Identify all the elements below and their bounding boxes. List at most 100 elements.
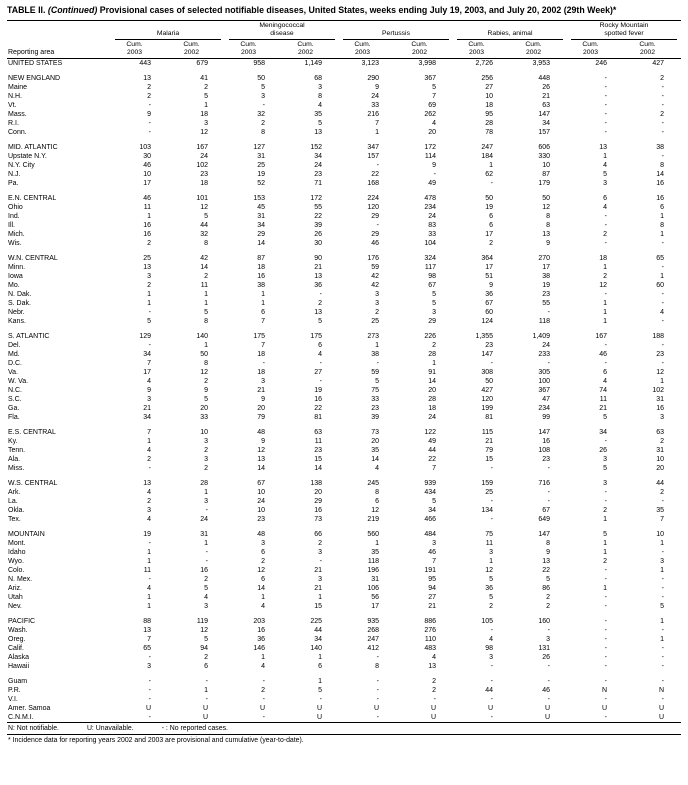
area-cell: W. Va. xyxy=(8,378,29,386)
value-cell: 10 xyxy=(257,489,265,497)
value-cell: U xyxy=(202,705,208,713)
value-cell: 22 xyxy=(371,171,379,179)
value-cell: 16 xyxy=(200,567,208,575)
value-cell: - xyxy=(604,438,607,446)
value-cell: - xyxy=(604,576,607,584)
value-cell: 216 xyxy=(367,111,379,119)
value-cell: 12 xyxy=(257,447,265,455)
value-cell: 146 xyxy=(253,645,265,653)
value-cell: 5 xyxy=(603,171,607,179)
value-cell: 21 xyxy=(314,264,322,272)
value-cell: 147 xyxy=(481,351,493,359)
value-cell: 147 xyxy=(538,429,550,437)
column-group-header: Rocky Mountain spotted fever xyxy=(567,20,681,41)
column-group-label: Rocky Mountain spotted fever xyxy=(571,22,677,41)
value-cell: 31 xyxy=(257,213,265,221)
table-title-label: TABLE II. xyxy=(7,5,46,15)
value-cell: 38 xyxy=(257,282,265,290)
area-cell: N.C. xyxy=(8,387,22,395)
table-row: N. Dak. 1 1 1 - 3 5 36 23 - - xyxy=(7,290,681,299)
value-cell: 120 xyxy=(481,396,493,404)
value-cell: 32 xyxy=(257,111,265,119)
value-cell: 3 xyxy=(318,549,322,557)
value-cell: 4 xyxy=(375,465,379,473)
value-cell: 32 xyxy=(200,231,208,239)
value-cell: 10 xyxy=(656,456,664,464)
value-cell: U xyxy=(544,705,550,713)
value-cell: 23 xyxy=(656,351,664,359)
table-row: Mich. 16 32 29 26 29 33 17 13 2 1 xyxy=(7,230,681,239)
value-cell: 367 xyxy=(538,387,550,395)
area-cell: Okla. xyxy=(8,507,25,515)
value-cell: 2 xyxy=(204,465,208,473)
value-cell: 16 xyxy=(314,396,322,404)
cum-2002-header: Cum. 2002 xyxy=(396,40,453,60)
value-cell: - xyxy=(490,714,493,722)
value-cell: - xyxy=(490,627,493,635)
value-cell: 29 xyxy=(257,231,265,239)
value-cell: 412 xyxy=(367,645,379,653)
value-cell: 34 xyxy=(542,120,550,128)
value-cell: - xyxy=(604,111,607,119)
value-cell: - xyxy=(661,585,664,593)
value-cell: 21 xyxy=(257,387,265,395)
value-cell: 147 xyxy=(538,531,550,539)
value-cell: 2 xyxy=(660,75,664,83)
value-cell: 3 xyxy=(660,558,664,566)
value-cell: 2 xyxy=(489,240,493,248)
value-cell: 5 xyxy=(204,636,208,644)
value-cell: 1 xyxy=(147,603,151,611)
value-cell: 5 xyxy=(204,93,208,101)
value-cell: 5 xyxy=(489,594,493,602)
value-cell: 86 xyxy=(542,585,550,593)
area-cell: Hawaii xyxy=(8,663,30,671)
area-cell: Wash. xyxy=(8,627,28,635)
value-cell: 5 xyxy=(204,585,208,593)
value-cell: 22 xyxy=(314,213,322,221)
area-cell: La. xyxy=(8,498,18,506)
value-cell: - xyxy=(604,213,607,221)
value-cell: 7 xyxy=(147,636,151,644)
value-cell: - xyxy=(376,678,379,686)
value-cell: 29 xyxy=(371,213,379,221)
value-cell: - xyxy=(148,129,151,137)
value-cell: 1 xyxy=(603,153,607,161)
value-cell: 2 xyxy=(204,654,208,662)
value-cell: 1 xyxy=(147,291,151,299)
table-row: Hawaii 3 6 4 6 8 13 - - - - xyxy=(7,662,681,671)
value-cell: 7 xyxy=(375,120,379,128)
value-cell: 18 xyxy=(428,405,436,413)
table-row: MOUNTAIN 19 31 48 66 560 484 75 147 5 10 xyxy=(7,530,681,539)
value-cell: 17 xyxy=(485,231,493,239)
value-cell: 79 xyxy=(257,414,265,422)
cum-2003-header: Cum. 2003 xyxy=(339,40,396,60)
value-cell: 41 xyxy=(200,75,208,83)
table-row: Pa. 17 18 52 71 168 49 - 179 3 16 xyxy=(7,179,681,188)
value-cell: 4 xyxy=(603,204,607,212)
value-cell: 1 xyxy=(660,567,664,575)
value-cell: - xyxy=(547,663,550,671)
value-cell: 2 xyxy=(204,378,208,386)
value-cell: 68 xyxy=(314,75,322,83)
value-cell: - xyxy=(547,360,550,368)
value-cell: 18 xyxy=(485,102,493,110)
table-row: Wis. 2 8 14 30 46 104 2 9 - - xyxy=(7,239,681,248)
value-cell: 2 xyxy=(660,111,664,119)
table-row: C.N.M.I. - U - U - U - U - U xyxy=(7,713,681,723)
value-cell: 6 xyxy=(204,663,208,671)
value-cell: 18 xyxy=(200,180,208,188)
value-cell: 290 xyxy=(367,75,379,83)
disease-table-body: UNITED STATES 443 679 958 1,149 3,123 3,998 2,7… xyxy=(7,59,681,723)
value-cell: 102 xyxy=(652,387,664,395)
table-row: S.C. 3 5 9 16 33 28 120 47 11 31 xyxy=(7,395,681,404)
value-cell: - xyxy=(604,102,607,110)
value-cell: - xyxy=(661,129,664,137)
value-cell: 65 xyxy=(656,255,664,263)
value-cell: 11 xyxy=(200,282,208,290)
value-cell: 36 xyxy=(314,282,322,290)
value-cell: 12 xyxy=(200,204,208,212)
value-cell: 24 xyxy=(200,153,208,161)
value-cell: 108 xyxy=(538,447,550,455)
table-row: Ga. 21 20 20 22 23 18 199 234 21 16 xyxy=(7,404,681,413)
table-row: Ky. 1 3 9 11 20 49 21 16 - 2 xyxy=(7,437,681,446)
